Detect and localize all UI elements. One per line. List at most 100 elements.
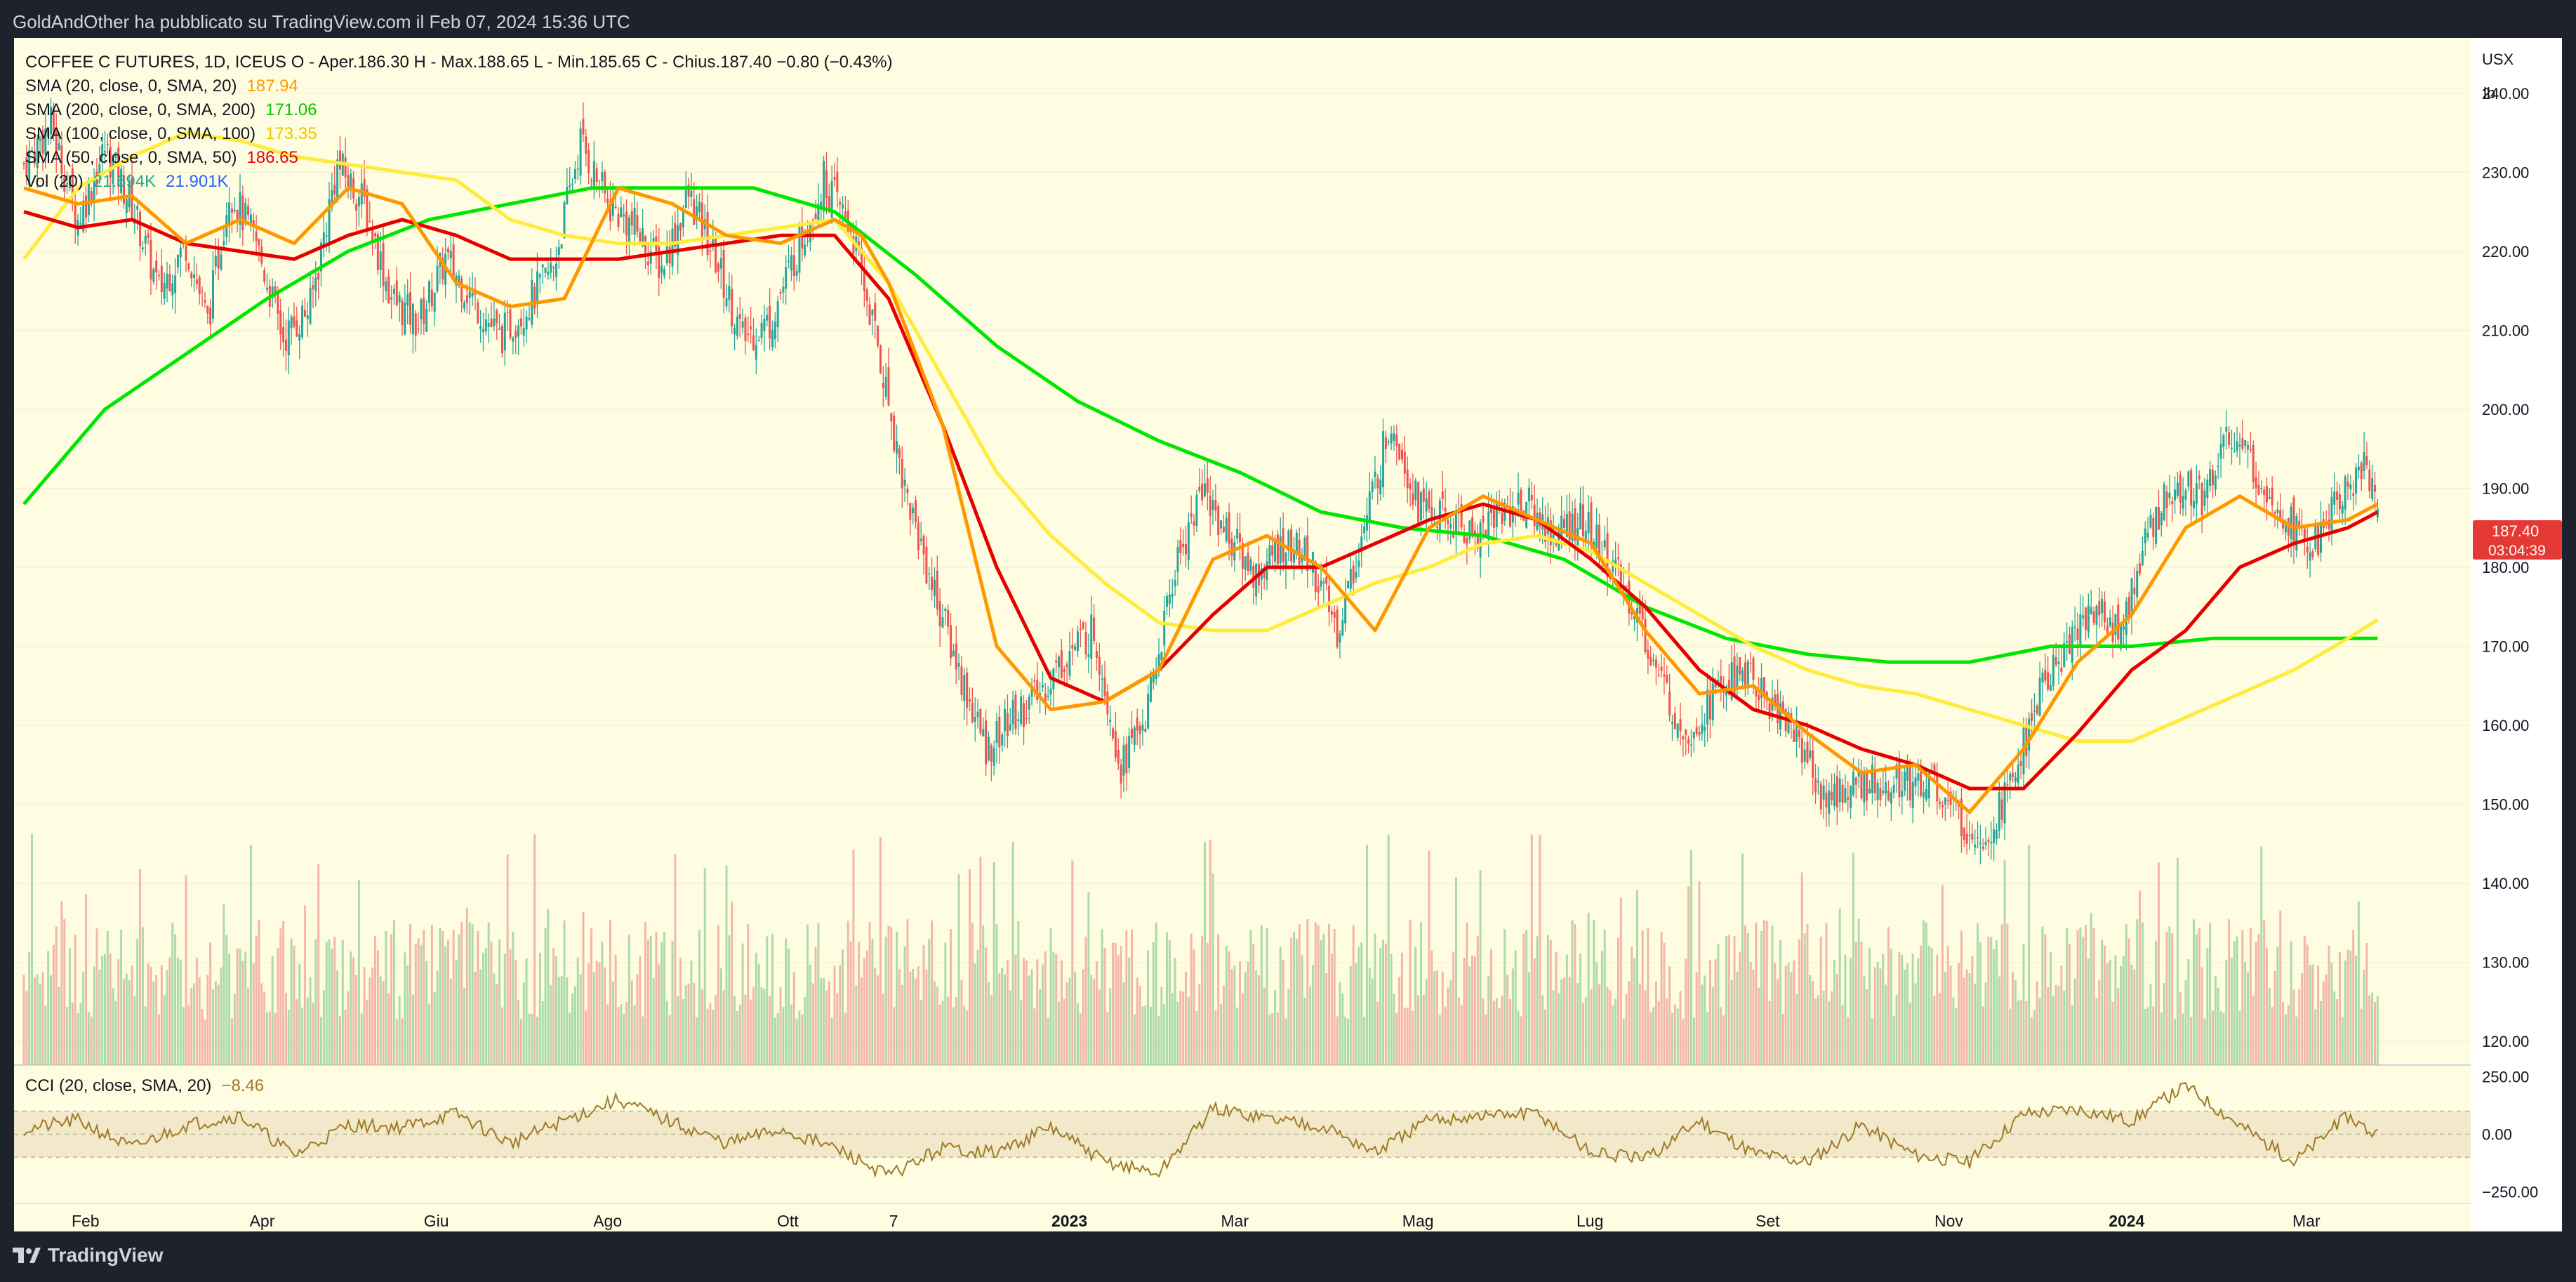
candle-body bbox=[2263, 489, 2266, 496]
candle-body bbox=[706, 211, 709, 256]
volume-bar bbox=[987, 982, 990, 1065]
volume-bar bbox=[820, 978, 823, 1065]
cci-label[interactable]: CCI (20, close, SMA, 20) bbox=[25, 1076, 211, 1095]
tradingview-logo[interactable]: TradingView bbox=[13, 1244, 163, 1267]
volume-bar bbox=[2236, 936, 2238, 1065]
candle-body bbox=[147, 233, 150, 238]
volume-bar bbox=[1128, 957, 1131, 1065]
sma200-label[interactable]: SMA (200, close, 0, SMA, 200) bbox=[25, 100, 255, 119]
candle-body bbox=[360, 183, 363, 205]
volume-bar bbox=[1965, 969, 1968, 1065]
volume-bar bbox=[2017, 1000, 2019, 1065]
candle-body bbox=[1141, 725, 1144, 731]
candle-body bbox=[1006, 713, 1009, 736]
candle-body bbox=[736, 316, 738, 336]
candle-body bbox=[1752, 658, 1755, 680]
volume-bar bbox=[1444, 1007, 1447, 1065]
candle-body bbox=[2368, 469, 2371, 491]
volume-bar bbox=[1330, 953, 1333, 1065]
volume-bar bbox=[1447, 987, 1449, 1065]
candle-body bbox=[969, 699, 971, 702]
candle-body bbox=[1990, 842, 1993, 844]
candle-body bbox=[41, 130, 44, 154]
candle-body bbox=[193, 275, 196, 279]
sma50-label[interactable]: SMA (50, close, 0, SMA, 50) bbox=[25, 148, 237, 167]
candle-body bbox=[2179, 474, 2182, 503]
candle-body bbox=[204, 300, 206, 303]
volume-bar bbox=[1398, 977, 1401, 1065]
candle-body bbox=[2338, 494, 2341, 510]
sma20-label[interactable]: SMA (20, close, 0, SMA, 20) bbox=[25, 77, 237, 95]
candle-body bbox=[1673, 713, 1676, 729]
price-axis[interactable] bbox=[2471, 38, 2562, 1231]
volume-bar bbox=[2025, 1000, 2028, 1065]
volume-bar bbox=[139, 868, 142, 1065]
volume-bar bbox=[90, 1016, 93, 1065]
volume-bar bbox=[2271, 1007, 2273, 1065]
volume-bar bbox=[1284, 1018, 1287, 1065]
volume-bar bbox=[693, 982, 696, 1065]
candle-body bbox=[1933, 764, 1936, 773]
candle-body bbox=[2087, 605, 2090, 633]
volume-bar bbox=[1341, 993, 1344, 1065]
candle-body bbox=[201, 290, 204, 292]
candle-body bbox=[217, 250, 220, 269]
volume-bar bbox=[2238, 1010, 2241, 1065]
candle-body bbox=[1906, 766, 1908, 781]
moving-averages bbox=[22, 131, 2379, 814]
volume-bar bbox=[355, 974, 358, 1065]
candle-body bbox=[144, 235, 147, 244]
candle-body bbox=[1087, 654, 1090, 658]
candle-body bbox=[274, 286, 277, 294]
volume-bar bbox=[1301, 955, 1303, 1065]
volume-bar bbox=[2311, 964, 2314, 1065]
candle-body bbox=[1106, 692, 1109, 715]
candle-body bbox=[74, 204, 77, 227]
price-tick-label: 140.00 bbox=[2482, 875, 2529, 892]
volume-bar bbox=[1833, 959, 1835, 1065]
candle-body bbox=[2236, 441, 2238, 451]
currency-box[interactable]: USX lb bbox=[2482, 51, 2514, 102]
volume-bar bbox=[1052, 951, 1055, 1065]
volume-bar bbox=[1168, 939, 1171, 1065]
volume-bar bbox=[1898, 951, 1901, 1065]
candle-body bbox=[2133, 588, 2136, 595]
time-tick-label: 2023 bbox=[1051, 1212, 1087, 1230]
volume-bar bbox=[1850, 958, 1852, 1065]
volume-bar bbox=[1090, 974, 1093, 1065]
volume-bar bbox=[506, 854, 509, 1065]
candle-body bbox=[1482, 515, 1485, 523]
candle-body bbox=[301, 305, 304, 338]
volume-bar bbox=[1698, 881, 1701, 1065]
volume-bar bbox=[1790, 972, 1793, 1065]
volume-bar bbox=[1449, 980, 1452, 1065]
candle-body bbox=[1079, 628, 1082, 630]
candle-body bbox=[1344, 593, 1347, 624]
candle-body bbox=[1276, 534, 1279, 565]
volume-bar bbox=[1382, 939, 1385, 1065]
svg-text:SMA (50, close, 0, SMA, 50)186: SMA (50, close, 0, SMA, 50) 186.65 bbox=[25, 148, 298, 167]
candle-body bbox=[1739, 657, 1741, 675]
candle-body bbox=[1025, 718, 1028, 720]
volume-bar bbox=[1841, 1005, 1844, 1065]
volume-bar bbox=[766, 936, 769, 1065]
volume-bar bbox=[1187, 996, 1190, 1065]
volume-bar bbox=[1736, 971, 1739, 1065]
sma100-label[interactable]: SMA (100, close, 0, SMA, 100) bbox=[25, 124, 255, 143]
candle-body bbox=[306, 315, 309, 319]
candle-body bbox=[1793, 729, 1795, 742]
volume-bar bbox=[1647, 927, 1649, 1065]
volume-bar bbox=[828, 981, 830, 1065]
candle-body bbox=[698, 201, 701, 212]
candle-body bbox=[1774, 694, 1777, 704]
vol-label[interactable]: Vol (20) bbox=[25, 172, 84, 191]
candle-body bbox=[1128, 735, 1131, 768]
volume-bar bbox=[312, 1003, 314, 1065]
volume-bar bbox=[1025, 960, 1028, 1065]
candle-body bbox=[406, 293, 409, 305]
candle-body bbox=[1244, 556, 1247, 570]
volume-bar bbox=[271, 956, 274, 1065]
symbol-line[interactable]: COFFEE C FUTURES, 1D, ICEUS O - Aper.186… bbox=[25, 53, 893, 72]
chart-area[interactable]: 240.00230.00220.00210.00200.00190.00180.… bbox=[14, 38, 2562, 1231]
volume-bar bbox=[1274, 990, 1277, 1065]
